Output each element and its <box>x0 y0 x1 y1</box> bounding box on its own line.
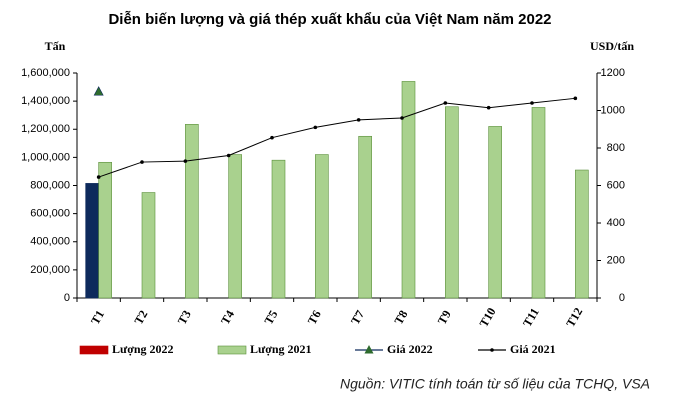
y2-tick-label: 800 <box>607 142 625 154</box>
y2-axis-label: USD/tấn <box>590 39 634 53</box>
x-tick-label: T11 <box>520 305 542 329</box>
legend-label: Giá 2021 <box>510 342 556 356</box>
bar <box>228 154 242 299</box>
line-marker <box>400 116 404 120</box>
line-marker <box>486 105 491 110</box>
bar <box>98 161 112 299</box>
line-marker <box>443 101 448 105</box>
source-note: Nguồn: VITIC tính toán từ số liệu của TC… <box>340 376 650 392</box>
y-tick-label: 0 <box>64 292 70 304</box>
y2-tick-label: 0 <box>619 292 625 304</box>
legend-swatch <box>217 345 247 355</box>
bar <box>575 169 589 299</box>
chart-title: Diễn biến lượng và giá thép xuất khẩu củ… <box>108 11 551 28</box>
y-tick-label: 400,000 <box>30 236 70 248</box>
line-marker <box>140 160 144 164</box>
x-tick-label: T2 <box>131 308 150 327</box>
x-tick-label: T9 <box>435 308 454 327</box>
y2-tick-label: 1200 <box>601 67 625 79</box>
line-marker <box>226 153 231 158</box>
y2-tick-label: 600 <box>607 179 625 191</box>
x-tick-label: T1 <box>88 308 107 327</box>
y2-tick-label: 200 <box>607 254 625 266</box>
line <box>98 97 576 178</box>
y-tick-label: 1,600,000 <box>21 67 70 79</box>
x-tick-label: T12 <box>563 305 585 329</box>
line-marker <box>183 159 188 163</box>
bar <box>271 159 286 299</box>
y-tick-label: 200,000 <box>30 264 70 276</box>
legend-label: Lượng 2021 <box>250 342 312 356</box>
line-marker <box>313 125 318 130</box>
legend-swatch <box>79 345 109 355</box>
y-tick-label: 1,400,000 <box>21 95 70 107</box>
x-tick-label: T3 <box>175 308 194 327</box>
legend-label: Lượng 2022 <box>112 342 174 356</box>
y-tick-label: 1,000,000 <box>21 151 70 163</box>
y-tick-label: 600,000 <box>30 208 70 220</box>
bar <box>141 192 156 299</box>
line-marker <box>573 96 578 101</box>
line-marker <box>356 118 361 122</box>
bar <box>401 81 416 299</box>
y2-tick-label: 400 <box>607 217 625 229</box>
line-marker <box>96 175 101 179</box>
bar <box>531 107 546 299</box>
y2-tick-label: 1000 <box>601 104 625 116</box>
legend-marker <box>364 345 374 354</box>
legend-label: Giá 2022 <box>387 342 433 356</box>
bar <box>445 106 459 299</box>
y-axis-label: Tấn <box>45 39 66 53</box>
line-marker <box>530 101 534 105</box>
bar <box>358 135 372 299</box>
x-tick-label: T4 <box>218 308 237 327</box>
line-marker <box>93 86 104 96</box>
y-tick-label: 800,000 <box>30 179 70 191</box>
bar <box>315 154 329 299</box>
line-marker <box>270 135 274 140</box>
x-tick-label: T6 <box>305 308 324 327</box>
legend-marker <box>490 348 494 352</box>
x-tick-label: T7 <box>348 308 367 327</box>
y-tick-label: 1,200,000 <box>21 123 70 135</box>
x-tick-label: T10 <box>477 305 499 329</box>
x-tick-label: T8 <box>391 308 410 327</box>
bar <box>85 183 99 299</box>
bar <box>488 126 502 299</box>
x-tick-label: T5 <box>261 308 280 327</box>
bar <box>185 124 199 299</box>
